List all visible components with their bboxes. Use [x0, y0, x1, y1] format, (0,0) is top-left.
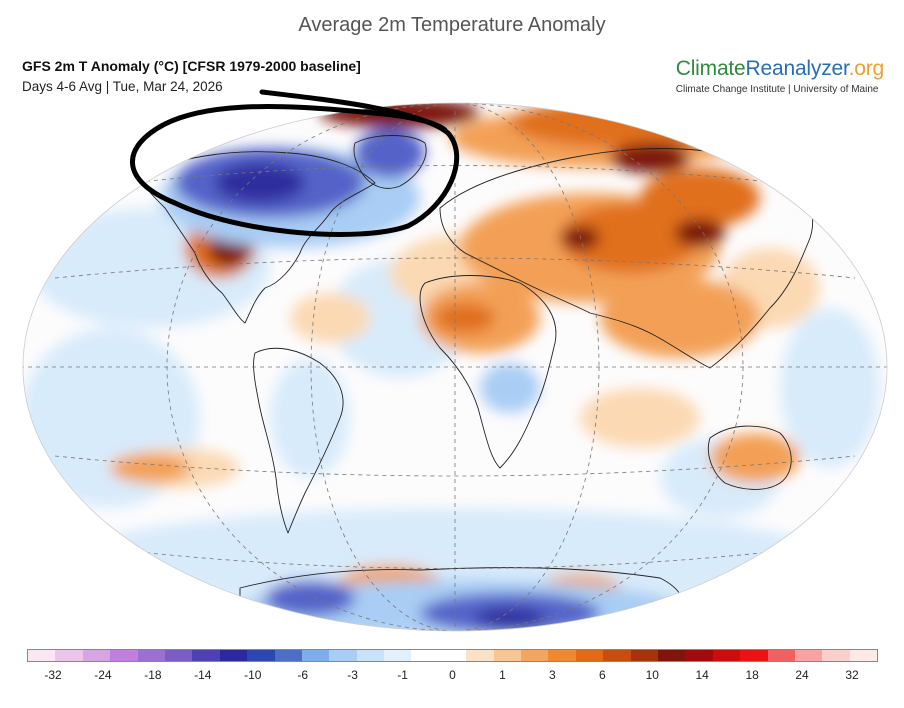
scale-tick-label: 18: [745, 668, 759, 682]
anomaly-central-africa-cool: [480, 363, 540, 413]
anomaly-east-asia-warm: [600, 278, 760, 358]
color-swatch-21: [603, 650, 631, 661]
scale-tick-label: 6: [598, 668, 606, 682]
logo-institution: Climate Change Institute | University of…: [675, 84, 879, 95]
color-swatch-6: [192, 650, 220, 661]
temperature-anomaly-map: [22, 89, 888, 632]
greenland-outline: [353, 135, 427, 189]
color-swatch-29: [822, 650, 850, 661]
anomaly-central-atlantic-warm: [290, 293, 370, 343]
color-swatch-16: [466, 650, 494, 661]
globe-border: [22, 102, 888, 632]
scale-tick-label: 14: [695, 668, 709, 682]
color-swatch-13: [384, 650, 412, 661]
scale-tick-label: 3: [549, 668, 556, 682]
scale-tick-label: 24: [795, 668, 809, 682]
anomaly-greenland-cold: [355, 128, 425, 178]
africa-outline: [419, 275, 557, 469]
color-swatch-18: [521, 650, 549, 661]
color-swatch-12: [356, 650, 385, 661]
anomaly-hudson-bay-extreme: [215, 163, 305, 203]
scale-tick-label: -24: [94, 668, 112, 682]
scale-tick-label: -32: [44, 668, 62, 682]
color-swatch-30: [849, 650, 878, 661]
anomaly-arabian-sea-warm: [580, 388, 700, 448]
anomaly-south-pacific-orange: [110, 453, 190, 483]
scale-tick-label: 32: [845, 668, 859, 682]
anomaly-core-siberia: [610, 143, 690, 173]
scale-tick-label: 0: [449, 668, 456, 682]
color-swatch-10: [301, 650, 330, 661]
color-swatch-26: [740, 650, 768, 661]
globe-projection: [23, 103, 887, 631]
anomaly-west-africa-strong: [435, 303, 495, 333]
scale-tick-label: -18: [144, 668, 162, 682]
south-america-outline: [253, 347, 344, 534]
anomaly-field: [23, 103, 880, 631]
anomaly-core-kazakhstan: [560, 226, 600, 250]
color-swatch-8: [247, 650, 275, 661]
anomaly-australia-warm: [710, 433, 800, 483]
anomaly-west-antarctica-cold: [265, 580, 355, 616]
logo-word-org: .org: [848, 57, 885, 80]
anomaly-arctic-ocean-strong: [510, 103, 750, 148]
color-swatch-20: [575, 650, 604, 661]
color-swatch-3: [110, 650, 138, 661]
color-swatch-23: [657, 650, 686, 661]
color-swatch-5: [164, 650, 193, 661]
logo-word-reanalyzer: Reanalyzer: [745, 57, 849, 80]
eurasia-outline: [439, 148, 813, 369]
color-swatch-7: [219, 650, 248, 661]
color-swatch-2: [82, 650, 111, 661]
color-swatch-27: [767, 650, 795, 661]
color-swatch-24: [685, 650, 713, 661]
color-swatch-0: [28, 650, 56, 661]
scale-tick-label: -10: [244, 668, 262, 682]
scale-tick-label: 10: [645, 668, 659, 682]
product-title: GFS 2m T Anomaly (°C) [CFSR 1979-2000 ba…: [22, 58, 361, 74]
logo-word-climate: Climate: [675, 57, 746, 80]
graticule: [23, 103, 887, 631]
scale-tick-label: -6: [297, 668, 309, 682]
color-swatch-22: [630, 650, 658, 661]
scale-tick-label: -3: [347, 668, 358, 682]
logo-wordmark: ClimateReanalyzer.org: [676, 57, 884, 81]
latitude-30s: [54, 455, 856, 477]
color-swatch-14: [411, 650, 439, 661]
color-swatch-25: [712, 650, 741, 661]
climate-reanalyzer-logo[interactable]: ClimateReanalyzer.org Climate Change Ins…: [676, 57, 884, 95]
anomaly-siberia-strong: [640, 168, 760, 228]
anomaly-antarctic-plateau-extreme: [475, 608, 545, 628]
australia-outline: [707, 425, 792, 490]
color-swatch-19: [548, 650, 576, 661]
hand-drawn-circle-annotation: [130, 89, 460, 237]
north-america-outline: [139, 151, 376, 324]
color-scale-labels: -32 -24 -18 -14 -10 -6 -3 -1 0 1 3 6 10 14 18 24 32: [0, 668, 904, 684]
color-swatch-28: [794, 650, 823, 661]
anomaly-amazon-cool: [270, 358, 350, 478]
color-swatch-4: [137, 650, 165, 661]
meridian-ring-inner: [310, 103, 600, 631]
color-swatch-11: [329, 650, 357, 661]
page-title: Average 2m Temperature Anomaly: [298, 14, 606, 36]
color-scale-bar: [27, 649, 878, 662]
anomaly-west-pacific-cool: [780, 308, 880, 468]
anomaly-core-mongolia: [675, 219, 725, 247]
meridian-ring-outer: [166, 103, 744, 631]
scale-tick-label: -14: [194, 668, 212, 682]
color-swatch-17: [493, 650, 522, 661]
color-swatch-15: [438, 650, 467, 661]
color-swatch-1: [55, 650, 83, 661]
forecast-period: Days 4-6 Avg | Tue, Mar 24, 2026: [22, 79, 223, 94]
scale-tick-label: -1: [397, 668, 408, 682]
color-swatch-9: [274, 650, 302, 661]
scale-tick-label: 1: [499, 668, 506, 682]
